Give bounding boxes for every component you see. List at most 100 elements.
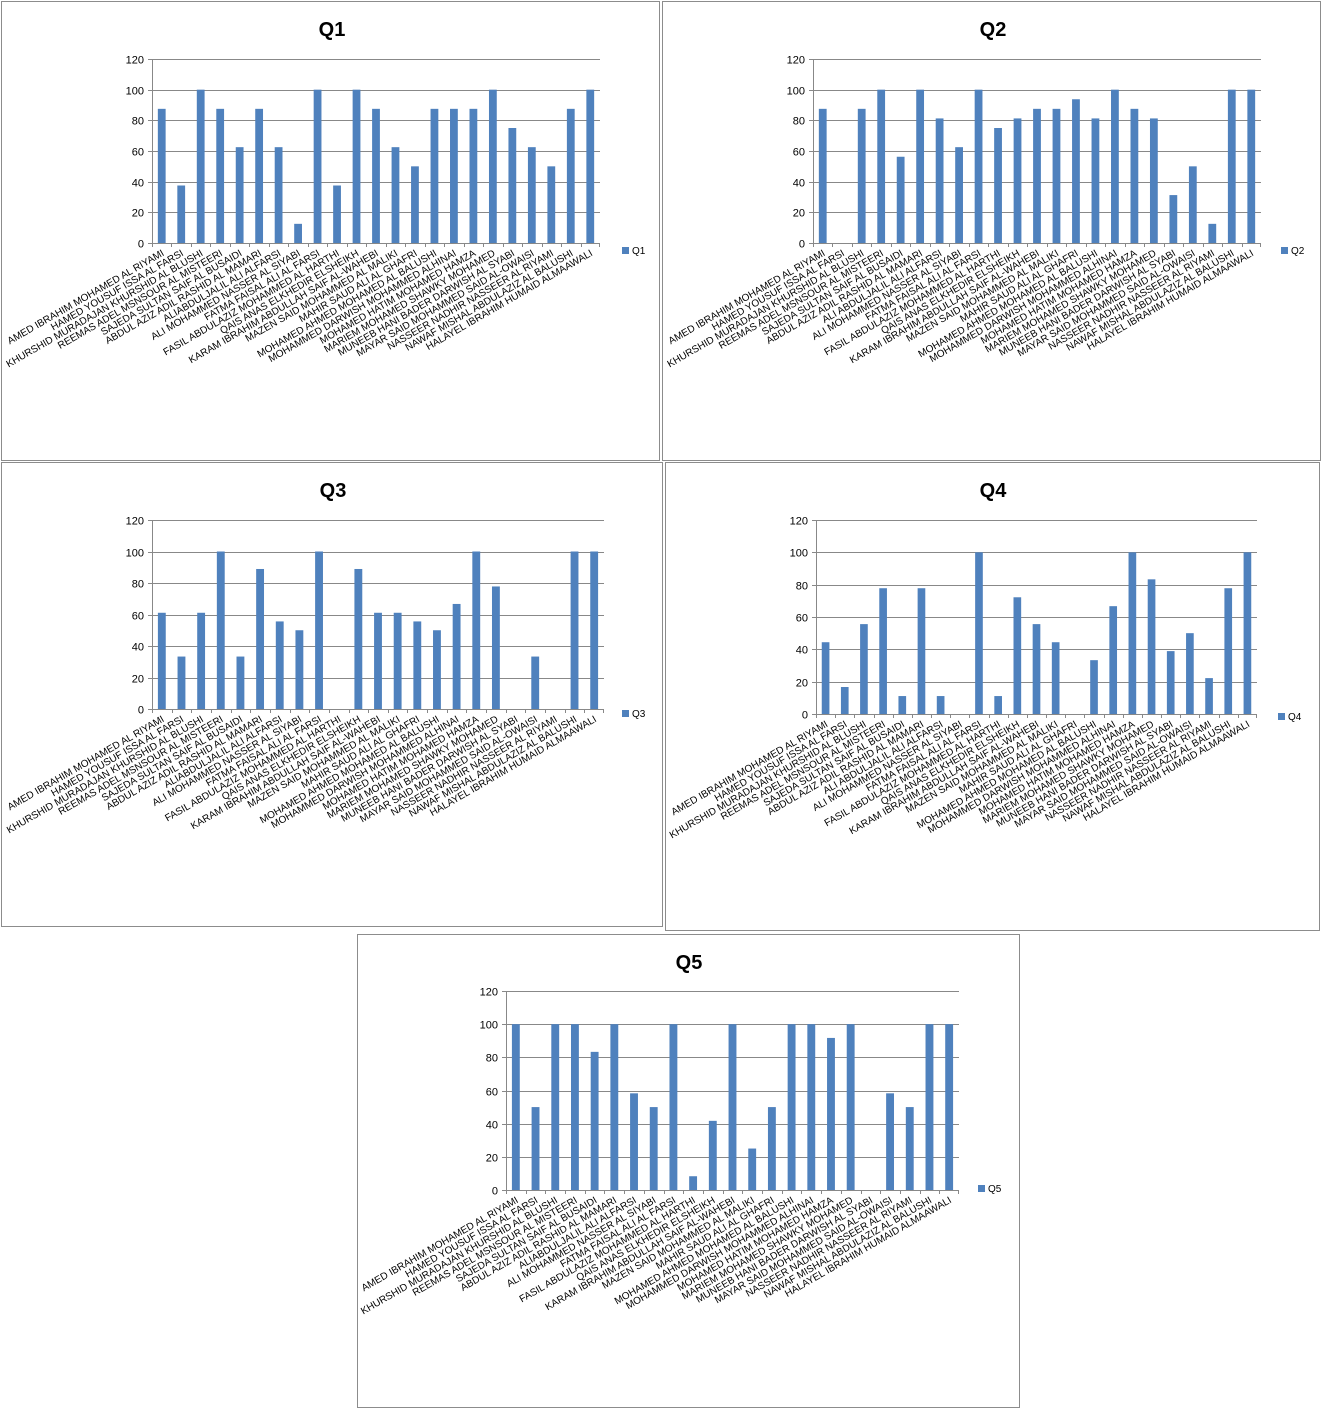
y-tick-label: 100 xyxy=(480,1020,498,1032)
y-tick-label: 20 xyxy=(796,678,808,690)
legend-swatch xyxy=(1281,247,1288,254)
bar xyxy=(570,1024,579,1190)
y-tick-label: 120 xyxy=(787,55,805,67)
bar xyxy=(630,1093,638,1190)
y-tick-label: 40 xyxy=(132,178,144,190)
bar xyxy=(1224,588,1233,714)
bar xyxy=(295,630,304,709)
bar xyxy=(916,89,925,244)
bar xyxy=(216,551,225,709)
bar xyxy=(1052,108,1061,243)
bar xyxy=(610,1024,619,1190)
bar xyxy=(974,89,983,244)
y-tick-label: 80 xyxy=(793,116,805,128)
bar xyxy=(1247,89,1256,244)
y-tick-label: 80 xyxy=(132,116,144,128)
bar xyxy=(936,696,945,714)
bar xyxy=(840,687,849,714)
y-tick-label: 100 xyxy=(787,86,805,98)
bar xyxy=(354,568,363,709)
bar xyxy=(586,89,595,244)
bar xyxy=(1128,552,1137,714)
bar xyxy=(488,89,497,244)
bar xyxy=(566,108,575,243)
chart-title: Q4 xyxy=(980,480,1008,502)
y-tick-label: 80 xyxy=(132,579,144,591)
y-tick-label: 40 xyxy=(796,645,808,657)
bar xyxy=(1033,108,1041,243)
bar xyxy=(1032,624,1041,714)
bar xyxy=(235,147,244,243)
bar xyxy=(905,1107,914,1190)
bar xyxy=(649,1107,658,1190)
bar xyxy=(787,1024,796,1190)
chart-title: Q1 xyxy=(319,19,346,41)
chart-title: Q3 xyxy=(320,480,347,502)
bar xyxy=(728,1024,737,1190)
bar xyxy=(177,185,186,243)
bar xyxy=(433,630,441,709)
bar xyxy=(1111,89,1119,244)
bar xyxy=(827,1037,835,1190)
bar xyxy=(590,551,599,709)
bar xyxy=(177,656,186,709)
bar xyxy=(294,223,302,243)
bar xyxy=(313,89,322,244)
bar xyxy=(708,1120,717,1190)
y-tick-label: 60 xyxy=(486,1087,498,1099)
bar xyxy=(1013,118,1022,243)
bar xyxy=(274,147,283,243)
bar xyxy=(879,588,887,714)
bar xyxy=(1149,118,1158,243)
bar xyxy=(846,1024,855,1190)
bar xyxy=(527,147,536,243)
bar xyxy=(333,185,341,243)
legend-label: Q4 xyxy=(1288,712,1302,723)
bar xyxy=(877,89,886,244)
y-tick-label: 0 xyxy=(492,1186,498,1198)
legend-swatch xyxy=(978,1185,985,1192)
bar xyxy=(955,147,963,243)
legend-swatch xyxy=(1278,713,1285,720)
y-tick-label: 120 xyxy=(126,516,144,528)
bar xyxy=(570,551,579,709)
bar xyxy=(1130,108,1139,243)
y-tick-label: 100 xyxy=(790,548,808,560)
bar xyxy=(413,621,422,709)
bar xyxy=(860,624,868,714)
y-tick-label: 100 xyxy=(126,548,144,560)
legend-swatch xyxy=(622,710,629,717)
y-tick-label: 0 xyxy=(138,705,144,717)
bar xyxy=(994,696,1002,714)
bar xyxy=(216,108,225,243)
bar xyxy=(807,1024,816,1190)
bar xyxy=(886,1093,895,1190)
legend-label: Q5 xyxy=(988,1184,1002,1195)
bar xyxy=(1186,633,1194,714)
legend-label: Q2 xyxy=(1291,246,1305,257)
bar xyxy=(1227,89,1236,244)
bar xyxy=(255,108,264,243)
bar xyxy=(1109,606,1118,714)
bar xyxy=(430,108,439,243)
bar xyxy=(157,108,166,243)
y-tick-label: 0 xyxy=(138,239,144,251)
y-tick-label: 60 xyxy=(796,613,808,625)
bar xyxy=(1169,195,1178,243)
bar xyxy=(748,1148,757,1190)
y-tick-label: 20 xyxy=(132,208,144,220)
y-tick-label: 0 xyxy=(802,710,808,722)
bar xyxy=(1013,597,1022,714)
y-tick-label: 120 xyxy=(480,987,498,999)
bar xyxy=(767,1107,776,1190)
legend-label: Q3 xyxy=(632,709,646,720)
y-tick-label: 120 xyxy=(790,516,808,528)
bar xyxy=(1072,99,1080,243)
y-tick-label: 20 xyxy=(793,208,805,220)
bar xyxy=(1166,651,1175,714)
bar xyxy=(821,642,830,714)
bar xyxy=(508,128,517,243)
